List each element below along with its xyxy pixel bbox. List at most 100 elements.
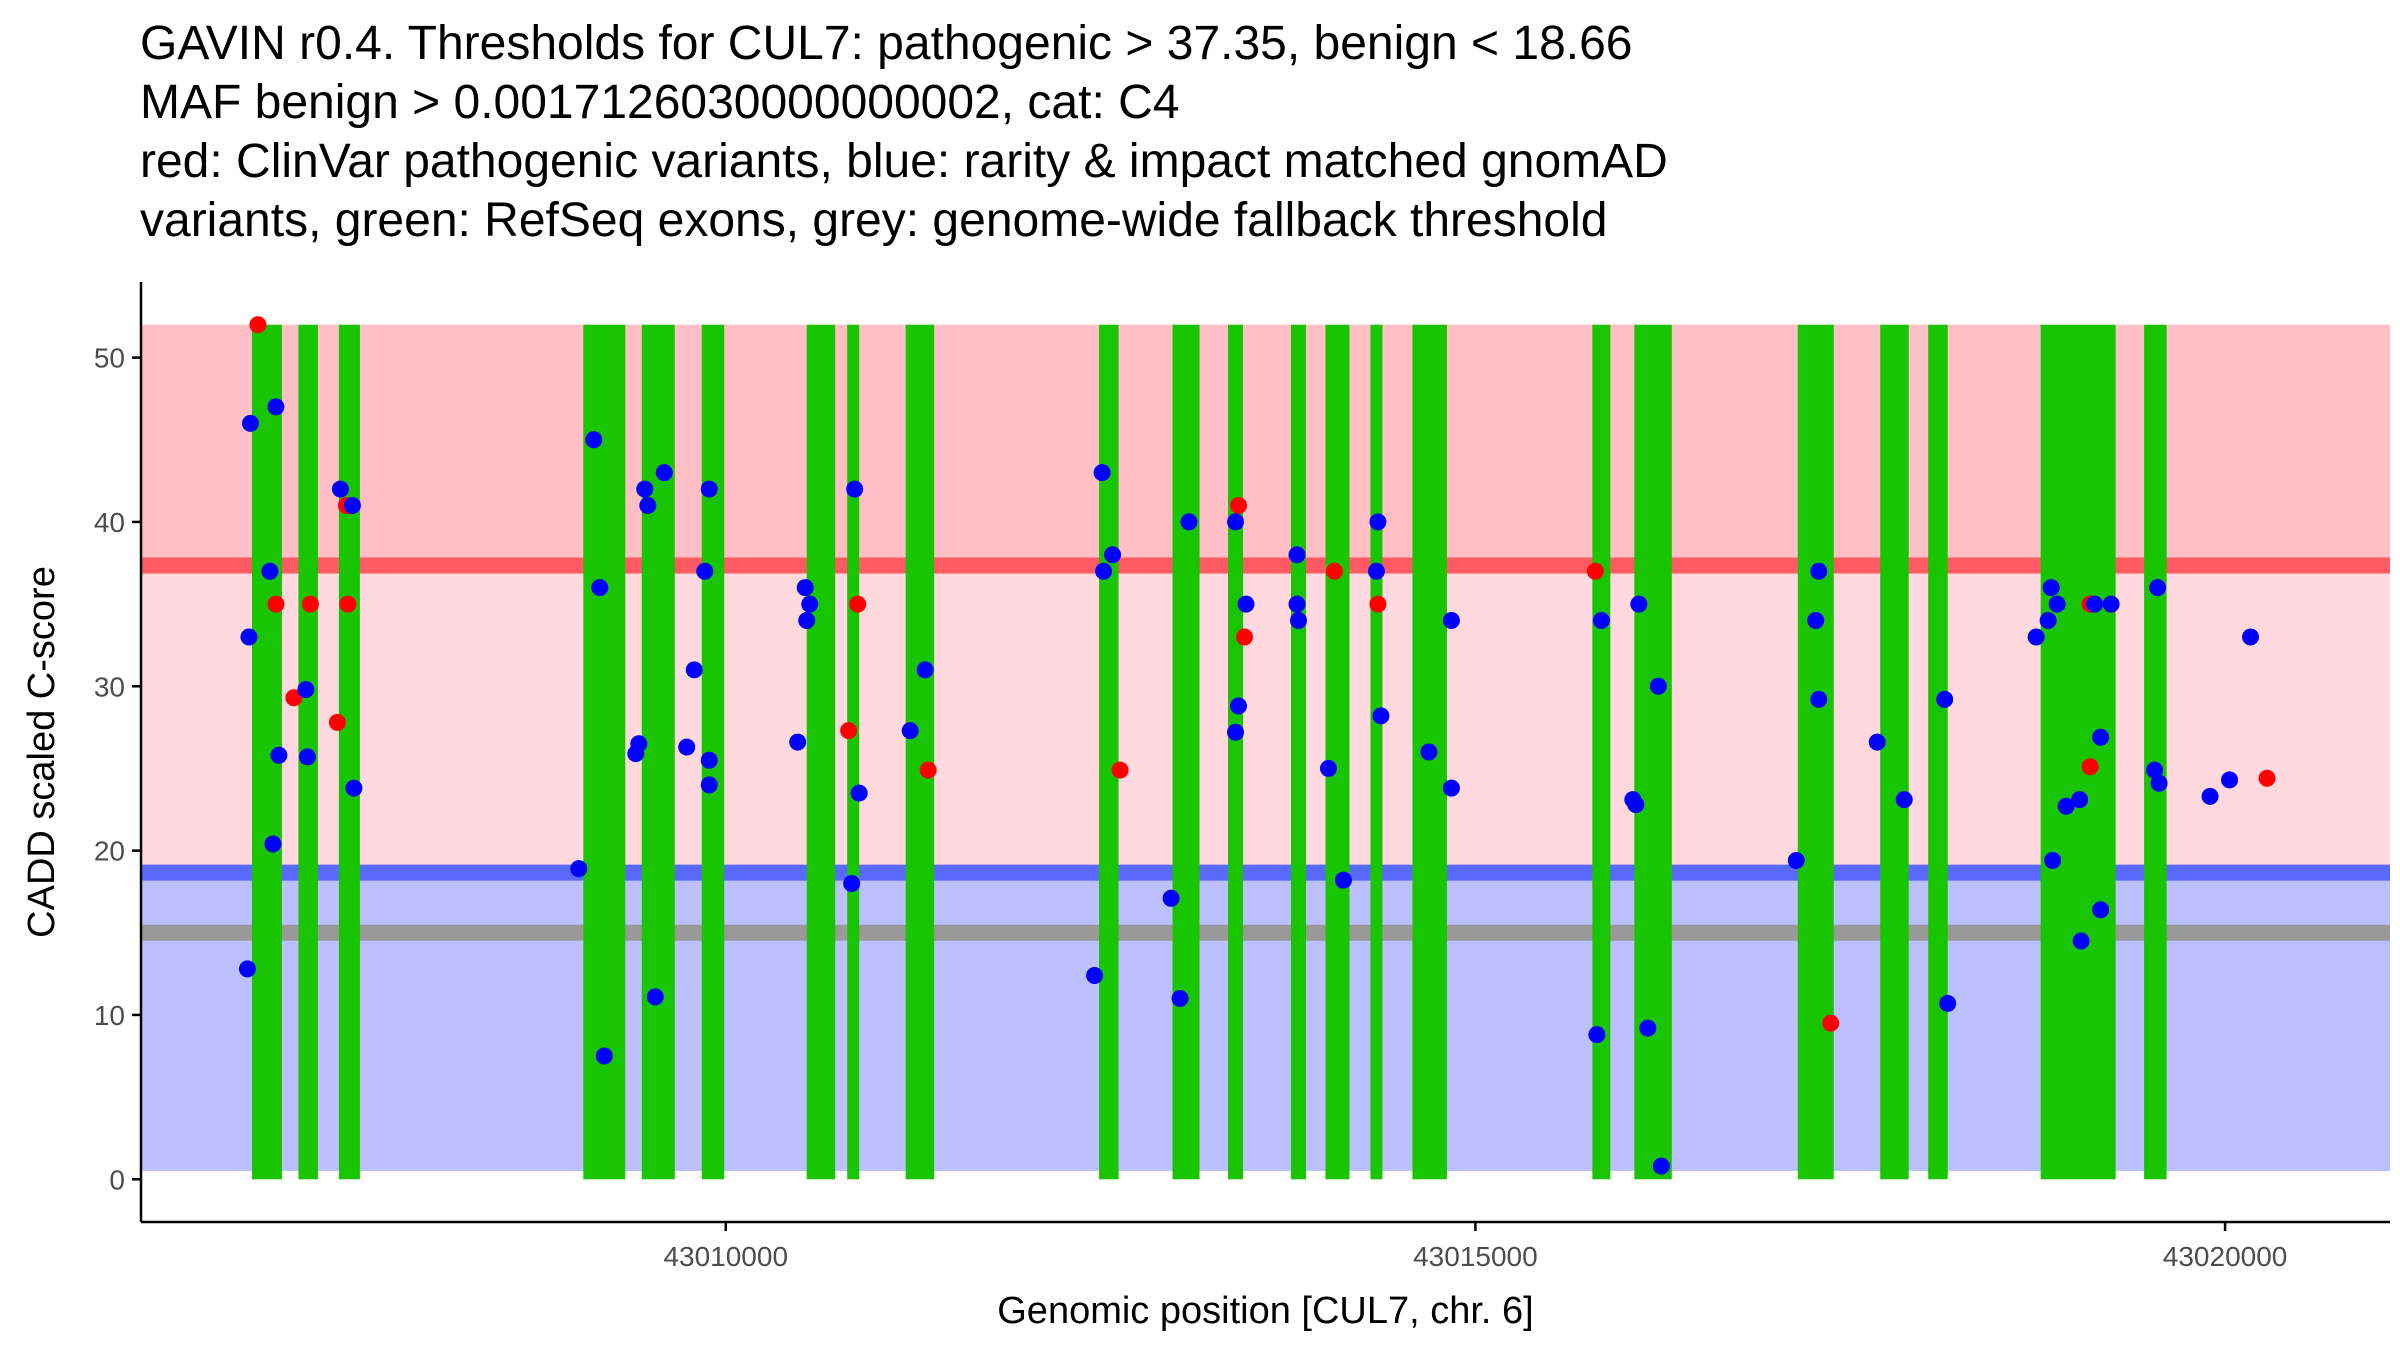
chart-title: GAVIN r0.4. Thresholds for CUL7: pathoge… [140, 14, 2380, 250]
y-tick-label: 50 [94, 343, 125, 374]
gnomad-point [261, 562, 279, 580]
gnomad-point [901, 722, 919, 740]
exon-bar [847, 324, 860, 1180]
gnomad-point [264, 835, 282, 853]
x-axis-title: Genomic position [CUL7, chr. 6] [997, 1290, 1533, 1332]
clinvar-point [328, 713, 346, 731]
gnomad-point [2146, 761, 2164, 779]
exon-bar [338, 324, 360, 1180]
clinvar-point [2258, 769, 2276, 787]
gnomad-point [789, 733, 807, 751]
y-tick-label: 20 [94, 836, 125, 867]
gnomad-point [1162, 889, 1180, 907]
gnomad-point [1288, 546, 1306, 564]
exon-bar [701, 324, 725, 1180]
clinvar-point [267, 595, 285, 613]
clinvar-point [301, 595, 319, 613]
gnomad-point [2057, 797, 2075, 815]
gnomad-point [655, 464, 673, 482]
gnomad-point [1787, 851, 1805, 869]
gnomad-point [1810, 562, 1828, 580]
exon-bar [1634, 324, 1672, 1180]
clinvar-point [849, 595, 867, 613]
gnomad-point [2092, 728, 2110, 746]
x-tick-label: 43020000 [2163, 1241, 2288, 1272]
gnomad-point [1649, 677, 1667, 695]
gnomad-point [270, 746, 288, 764]
gnomad-point [1630, 595, 1648, 613]
gnomad-point [1939, 994, 1957, 1012]
clinvar-point [1822, 1014, 1840, 1032]
gnomad-point [1592, 612, 1610, 630]
gnomad-point [1104, 546, 1122, 564]
title-line-4: variants, green: RefSeq exons, grey: gen… [140, 194, 1608, 247]
gnomad-point [1230, 697, 1248, 715]
clinvar-point [840, 722, 858, 740]
gnomad-point [2102, 595, 2120, 613]
gnomad-point [1420, 743, 1438, 761]
gnomad-point [2092, 901, 2110, 919]
gnomad-point [2086, 595, 2104, 613]
gnomad-point [850, 784, 868, 802]
gnomad-point [646, 988, 664, 1006]
gnomad-point [591, 579, 609, 597]
y-axis-title: CADD scaled C-score [21, 566, 63, 938]
gnomad-point [297, 681, 315, 699]
gnomad-point [267, 398, 285, 416]
gnomad-point [1588, 1026, 1606, 1044]
gnomad-point [240, 628, 258, 646]
plot-panel [141, 316, 2390, 1180]
exon-bar [1099, 324, 1119, 1180]
gnomad-point [1442, 779, 1460, 797]
exon-bar [2144, 324, 2167, 1180]
gnomad-point [1334, 871, 1352, 889]
gnomad-point [1086, 966, 1104, 984]
gnomad-point [846, 480, 864, 498]
gnomad-point [2071, 791, 2089, 809]
gnomad-point [1289, 612, 1307, 630]
gnomad-point [1095, 562, 1113, 580]
exon-bar [641, 324, 675, 1180]
gnomad-point [1180, 513, 1198, 531]
clinvar-point [919, 761, 937, 779]
gnomad-point [700, 751, 718, 769]
gnomad-point [796, 579, 814, 597]
gnomad-point [345, 779, 363, 797]
x-tick-label: 43010000 [663, 1241, 788, 1272]
gnomad-point [1319, 759, 1337, 777]
gnomad-point [343, 496, 361, 514]
y-axis-ticks: 0 10 20 30 40 50 [94, 343, 141, 1195]
threshold-bands [141, 324, 2390, 1172]
y-tick-label: 40 [94, 507, 125, 538]
exon-bar [1592, 324, 1611, 1180]
clinvar-point [1586, 562, 1604, 580]
gnomad-point [1237, 595, 1255, 613]
pathogenic-zone [141, 324, 2390, 566]
exon-bar [905, 324, 935, 1180]
gnomad-point [585, 431, 603, 449]
exon-bar [1290, 324, 1306, 1180]
gnomad-point [1227, 513, 1245, 531]
x-axis-ticks: 43010000 43015000 43020000 [663, 1222, 2287, 1272]
gnomad-point [570, 860, 588, 878]
clinvar-point [2081, 758, 2099, 776]
clinvar-point [1325, 562, 1343, 580]
gnomad-point [700, 776, 718, 794]
gnomad-point [2042, 579, 2060, 597]
exon-bar [1797, 324, 1834, 1180]
clinvar-point [1230, 496, 1248, 514]
gnomad-point [241, 414, 259, 432]
gnomad-point [696, 562, 714, 580]
gnomad-point [1171, 990, 1189, 1008]
gnomad-point [2221, 771, 2239, 789]
y-tick-label: 30 [94, 671, 125, 702]
gnomad-point [2201, 787, 2219, 805]
gnomad-point [1895, 791, 1913, 809]
gnomad-point [678, 738, 696, 756]
gnomad-point [2027, 628, 2045, 646]
clinvar-point [1111, 761, 1129, 779]
exon-bar [1928, 324, 1948, 1180]
clinvar-point [339, 595, 357, 613]
title-line-2: MAF benign > 0.0017126030000000002, cat:… [140, 76, 1180, 129]
